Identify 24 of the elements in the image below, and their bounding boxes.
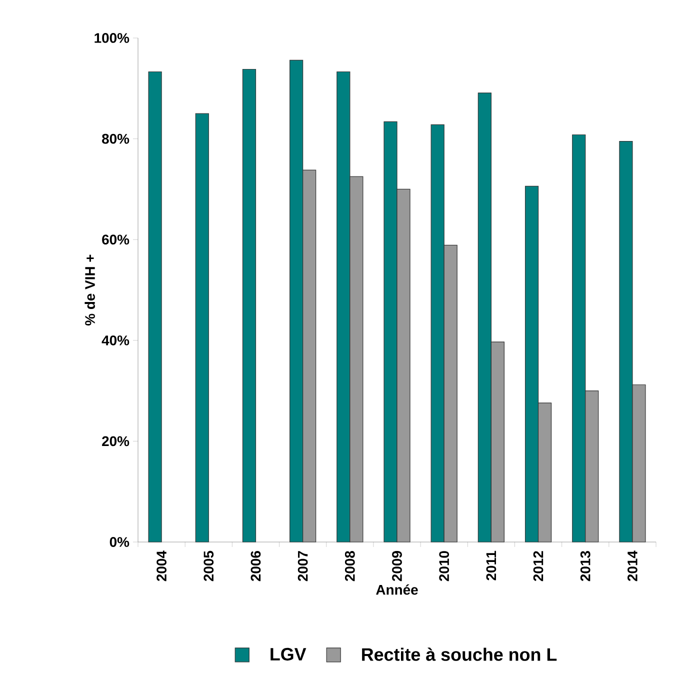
bar [195,113,209,542]
x-tick-label: 2009 [392,551,402,582]
x-tick-label: 2011 [486,550,496,580]
x-tick-label: 2010 [439,551,450,582]
legend-label: Rectite à souche non L [362,648,557,661]
y-tick-label: 0% [110,537,130,547]
y-axis-title: % de VIH + [84,254,95,326]
x-tick-label: 2008 [344,550,355,582]
y-tick-label: 20% [102,436,130,446]
x-tick-label: 2005 [204,550,214,582]
x-tick-label: 2004 [156,550,166,582]
x-axis-title: Année [376,584,418,595]
y-tick-label: 60% [102,234,130,245]
x-tick-label: 2006 [250,551,261,582]
legend-label: LGV [270,648,306,661]
x-tick-label: 2013 [580,551,590,582]
bar [242,68,256,542]
x-tick-label: 2014 [628,550,638,582]
y-tick-label: 100% [94,33,130,43]
y-tick-label: 40% [102,335,130,346]
y-tick-label: 80% [102,134,130,144]
x-tick-label: 2012 [533,551,544,582]
x-tick-label: 2007 [298,551,308,582]
bar [148,71,162,542]
